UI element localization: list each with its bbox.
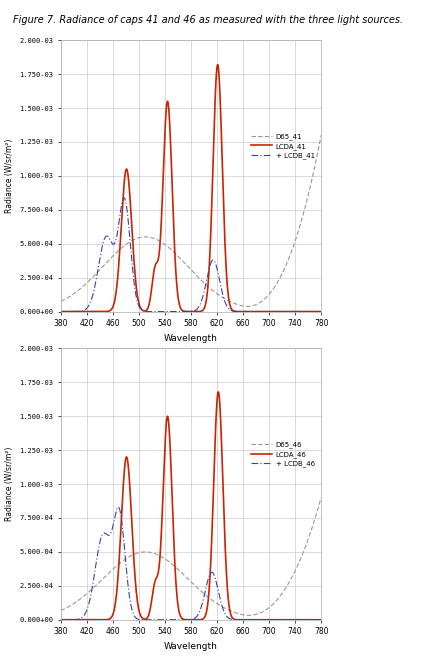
D65_46 bbox=[85, 589, 90, 597]
Y-axis label: Radiance (W/sr/m²): Radiance (W/sr/m²) bbox=[5, 447, 13, 521]
D65_46 bbox=[173, 563, 178, 571]
+ LCDB_41 bbox=[85, 304, 90, 312]
D65_41 bbox=[261, 295, 266, 304]
+ LCDB_46 bbox=[237, 616, 243, 624]
+ LCDB_46 bbox=[116, 503, 121, 511]
+ LCDB_46 bbox=[173, 616, 178, 624]
D65_46 bbox=[261, 607, 266, 615]
Legend: D65_46, LCDA_46, + LCDB_46: D65_46, LCDA_46, + LCDB_46 bbox=[249, 439, 318, 470]
+ LCDB_46 bbox=[58, 616, 63, 624]
Line: + LCDB_46: + LCDB_46 bbox=[61, 507, 321, 620]
D65_46 bbox=[58, 606, 63, 614]
+ LCDB_41 bbox=[319, 308, 324, 316]
+ LCDB_41 bbox=[164, 308, 169, 316]
D65_46 bbox=[246, 611, 251, 619]
D65_46 bbox=[266, 604, 271, 612]
D65_41 bbox=[266, 291, 271, 299]
Line: LCDA_46: LCDA_46 bbox=[61, 392, 321, 620]
Y-axis label: Radiance (W/sr/m²): Radiance (W/sr/m²) bbox=[5, 139, 13, 213]
Line: LCDA_41: LCDA_41 bbox=[61, 64, 321, 312]
D65_41 bbox=[319, 131, 324, 139]
LCDA_46 bbox=[216, 388, 221, 396]
LCDA_46 bbox=[85, 616, 90, 624]
LCDA_46 bbox=[261, 616, 266, 624]
LCDA_41 bbox=[58, 308, 63, 316]
LCDA_46 bbox=[319, 616, 324, 624]
D65_46 bbox=[319, 494, 324, 502]
LCDA_41 bbox=[237, 308, 243, 316]
+ LCDB_46 bbox=[164, 616, 169, 624]
D65_41 bbox=[237, 302, 242, 310]
D65_46 bbox=[164, 555, 169, 563]
Text: Figure 7. Radiance of caps 41 and 46 as measured with the three light sources.: Figure 7. Radiance of caps 41 and 46 as … bbox=[13, 15, 403, 25]
+ LCDB_46 bbox=[266, 616, 271, 624]
LCDA_46 bbox=[164, 422, 169, 430]
D65_41 bbox=[244, 302, 250, 310]
D65_41 bbox=[58, 297, 63, 306]
+ LCDB_41 bbox=[266, 308, 271, 316]
Line: + LCDB_41: + LCDB_41 bbox=[61, 198, 321, 312]
+ LCDB_41 bbox=[237, 308, 243, 316]
LCDA_46 bbox=[266, 616, 271, 624]
LCDA_41 bbox=[261, 308, 266, 316]
D65_41 bbox=[164, 241, 169, 249]
+ LCDB_41 bbox=[261, 308, 266, 316]
LCDA_41 bbox=[85, 308, 90, 316]
X-axis label: Wavelength: Wavelength bbox=[164, 334, 218, 343]
+ LCDB_41 bbox=[173, 308, 178, 316]
Line: D65_46: D65_46 bbox=[61, 498, 321, 615]
LCDA_41 bbox=[164, 108, 169, 116]
D65_46 bbox=[237, 610, 242, 618]
LCDA_46 bbox=[173, 571, 178, 579]
+ LCDB_46 bbox=[319, 616, 324, 624]
D65_41 bbox=[85, 279, 90, 287]
LCDA_46 bbox=[237, 616, 243, 624]
+ LCDB_46 bbox=[85, 604, 90, 612]
LCDA_41 bbox=[173, 261, 178, 269]
+ LCDB_41 bbox=[122, 194, 127, 202]
LCDA_41 bbox=[266, 308, 271, 316]
X-axis label: Wavelength: Wavelength bbox=[164, 642, 218, 651]
D65_41 bbox=[173, 249, 178, 257]
LCDA_46 bbox=[58, 616, 63, 624]
+ LCDB_46 bbox=[261, 616, 266, 624]
LCDA_41 bbox=[215, 60, 220, 68]
LCDA_41 bbox=[319, 308, 324, 316]
+ LCDB_41 bbox=[58, 308, 63, 316]
Legend: D65_41, LCDA_41, + LCDB_41: D65_41, LCDA_41, + LCDB_41 bbox=[249, 131, 318, 162]
Line: D65_41: D65_41 bbox=[61, 135, 321, 306]
